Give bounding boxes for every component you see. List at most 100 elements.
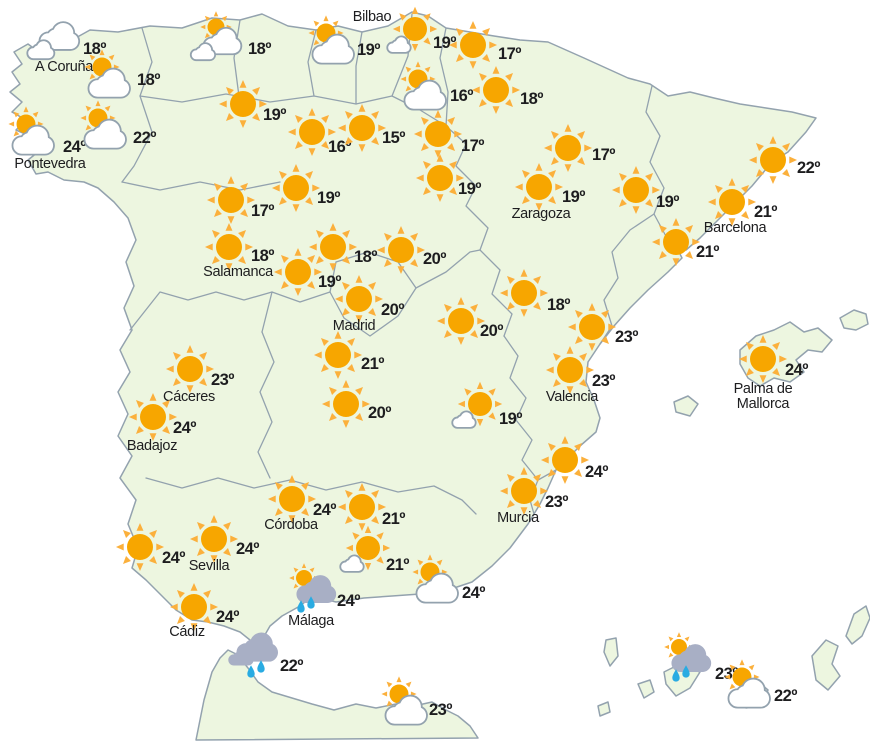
sun-ray [375, 295, 384, 303]
sun-disc [750, 346, 776, 372]
sun-ray [561, 476, 569, 485]
sun-ray [32, 111, 39, 118]
sun-ray [288, 474, 296, 483]
sun-ray [259, 100, 268, 108]
sun-ray [371, 137, 380, 146]
sun-ray [584, 144, 593, 152]
weather-station: 22º [724, 659, 798, 707]
sun-ray [223, 548, 232, 557]
sun-ray [505, 99, 514, 108]
sun-ray [292, 163, 300, 172]
sun-ray [190, 623, 198, 632]
sun-ray [772, 341, 781, 350]
sun-ray [415, 174, 424, 182]
temperature-label: 17º [251, 202, 274, 220]
sun-ray [328, 413, 337, 422]
sun-ray [332, 20, 339, 27]
sun-ray [540, 456, 549, 464]
temperature-label: 24º [337, 592, 360, 610]
sun-icon [448, 20, 498, 70]
sun-ray [190, 582, 198, 591]
sun-ray [136, 563, 144, 572]
sun-ray [309, 567, 315, 573]
sun-ray [313, 20, 320, 27]
sun-ray [748, 664, 755, 671]
temperature-label: 22º [280, 657, 303, 675]
sun-ray [495, 400, 503, 408]
mainland-outline [9, 11, 817, 651]
sun-disc [511, 280, 537, 306]
sun-ray [729, 683, 736, 690]
sun-ray [469, 20, 477, 29]
sun-ray [676, 632, 682, 637]
sun-disc [283, 175, 309, 201]
sun-ray [745, 368, 754, 377]
weather-station: 19º [452, 381, 523, 428]
menorca-island [839, 309, 869, 331]
sun-ray [455, 27, 464, 36]
sun-ray [769, 135, 777, 144]
sun-disc [349, 115, 375, 141]
city-label: Cádiz [169, 624, 205, 640]
sun-ray [586, 366, 595, 374]
sun-icon [545, 345, 595, 395]
sun-ray [204, 15, 211, 22]
sun-ray [471, 86, 480, 94]
temperature-label: 19º [499, 410, 522, 428]
sun-ray [506, 275, 515, 284]
sun-ray [227, 216, 235, 225]
sun-ray [315, 256, 324, 265]
sun-core [271, 163, 321, 213]
sun-ray [85, 105, 92, 112]
sun-ray [199, 378, 208, 387]
temperature-label: 21º [386, 556, 409, 574]
sun-ray [85, 124, 92, 131]
sun-core [204, 222, 254, 272]
temperature-label: 21º [696, 243, 719, 261]
sun-icon [271, 163, 321, 213]
sun-ray [239, 120, 247, 129]
sun-ray [741, 184, 750, 193]
sun-ray [240, 209, 249, 218]
sun-disc [216, 234, 242, 260]
sun-ray [611, 186, 620, 194]
sun-core [471, 65, 521, 115]
sun-ray [411, 6, 419, 14]
temperature-label: 24º [216, 608, 239, 626]
weather-station: 18º [499, 268, 571, 318]
sun-icon [415, 153, 465, 203]
sun-ray [230, 535, 239, 543]
sun-ray [223, 521, 232, 530]
sun-ray [492, 65, 500, 74]
sun-ray [588, 343, 596, 352]
sun-icon [321, 379, 371, 429]
sun-ray [323, 15, 329, 22]
temperature-label: 24º [462, 584, 485, 602]
sun-ray [328, 386, 337, 395]
sun-ray [334, 295, 343, 303]
sun-ray [632, 206, 640, 215]
temperature-label: 19º [433, 34, 456, 52]
sun-ray [104, 105, 111, 112]
sun-ray [218, 100, 227, 108]
sun-ray [252, 113, 261, 122]
sun-ray [308, 495, 317, 503]
sun-ray [189, 535, 198, 543]
sun-ray [280, 281, 289, 290]
sun-icon [206, 175, 256, 225]
sun-ray [378, 124, 387, 132]
sun-ray [99, 49, 105, 56]
sun-ray [457, 400, 465, 408]
sun-ray [221, 15, 228, 22]
sun-icon [499, 268, 549, 318]
sun-disc [127, 534, 153, 560]
sun-ray [772, 368, 781, 377]
sun-ray [371, 516, 380, 525]
sun-ray [417, 246, 426, 254]
sun-ray [245, 243, 254, 251]
weather-station: 18º [191, 11, 272, 60]
sun-ray [430, 25, 438, 33]
sun-ray [347, 337, 356, 346]
sun-ray [399, 13, 407, 21]
